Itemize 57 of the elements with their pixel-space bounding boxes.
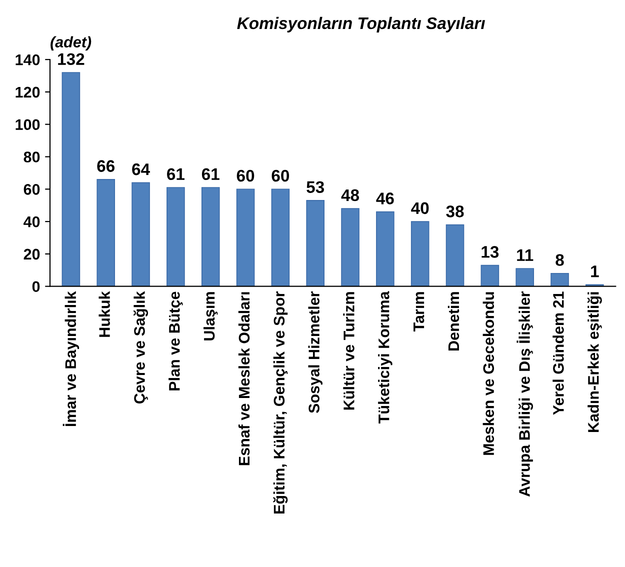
y-tick-label: 0 — [32, 281, 40, 292]
x-tick-label: Yerel Gündem 21 — [552, 292, 564, 415]
bar — [96, 178, 116, 286]
y-tick-label: 140 — [16, 54, 40, 66]
x-tick-label: Mesken ve Gecekondu — [482, 292, 494, 455]
x-tick-label: Tarım — [414, 292, 424, 332]
x-tick-label: Sosyal Hizmetler — [308, 291, 322, 414]
data-label: 61 — [167, 168, 184, 180]
x-tick-label: Tüketiciyi Koruma — [378, 291, 392, 424]
bar — [236, 188, 255, 286]
bar — [166, 187, 185, 286]
data-label: 48 — [341, 189, 360, 202]
x-tick-label: Plan ve Bütçe — [168, 292, 183, 390]
data-label: 38 — [446, 206, 464, 218]
data-label: 64 — [132, 163, 150, 176]
bar — [550, 272, 569, 286]
bar — [480, 264, 500, 286]
data-label: 132 — [58, 53, 84, 66]
x-tick-label: İmar ve Bayındırlık — [62, 291, 80, 426]
data-label: 46 — [376, 192, 394, 204]
bar — [201, 187, 220, 286]
bar — [132, 182, 150, 286]
y-tick-label: 40 — [24, 216, 40, 228]
bar — [376, 211, 394, 286]
x-tick-label: Hukuk — [98, 291, 110, 337]
x-tick-label: Çevre ve Sağlık — [134, 291, 148, 404]
y-tick-label: 120 — [16, 86, 40, 98]
bar — [446, 224, 464, 286]
bar — [271, 188, 290, 286]
bar — [516, 268, 534, 286]
data-label: 60 — [236, 170, 254, 182]
data-label: 66 — [97, 160, 115, 172]
y-axis-title: (adet) — [50, 36, 92, 50]
data-label: 60 — [272, 170, 290, 182]
bar — [410, 221, 430, 286]
x-tick-label: Ulaşım — [203, 292, 218, 340]
bar — [306, 200, 325, 286]
chart-title: Komisyonların Toplantı Sayıları — [237, 16, 486, 32]
data-label: 8 — [556, 254, 564, 266]
y-tick-label: 20 — [24, 248, 40, 260]
data-label: 11 — [517, 249, 534, 261]
x-tick-label: Eğitim, Kültür, Gençlik ve Spor — [273, 291, 288, 514]
data-label: 1 — [591, 266, 599, 278]
x-tick-label: Avrupa Birliği ve Dış İlişkiler — [516, 291, 533, 497]
bar — [341, 208, 360, 286]
y-tick-label: 80 — [24, 152, 40, 162]
y-tick-label: 100 — [16, 119, 40, 130]
x-tick-label: Kadın-Erkek eşitliği — [587, 292, 602, 432]
data-label: 40 — [411, 202, 429, 214]
bar — [62, 72, 80, 286]
x-tick-label: Kültür ve Turizm — [343, 292, 354, 410]
data-label: 13 — [482, 246, 499, 258]
data-label: 61 — [202, 168, 220, 180]
y-tick-label: 60 — [24, 184, 40, 195]
x-tick-label: Esnaf ve Meslek Odaları — [238, 292, 250, 466]
x-tick-label: Denetim — [448, 292, 460, 350]
data-label: 53 — [306, 181, 324, 194]
